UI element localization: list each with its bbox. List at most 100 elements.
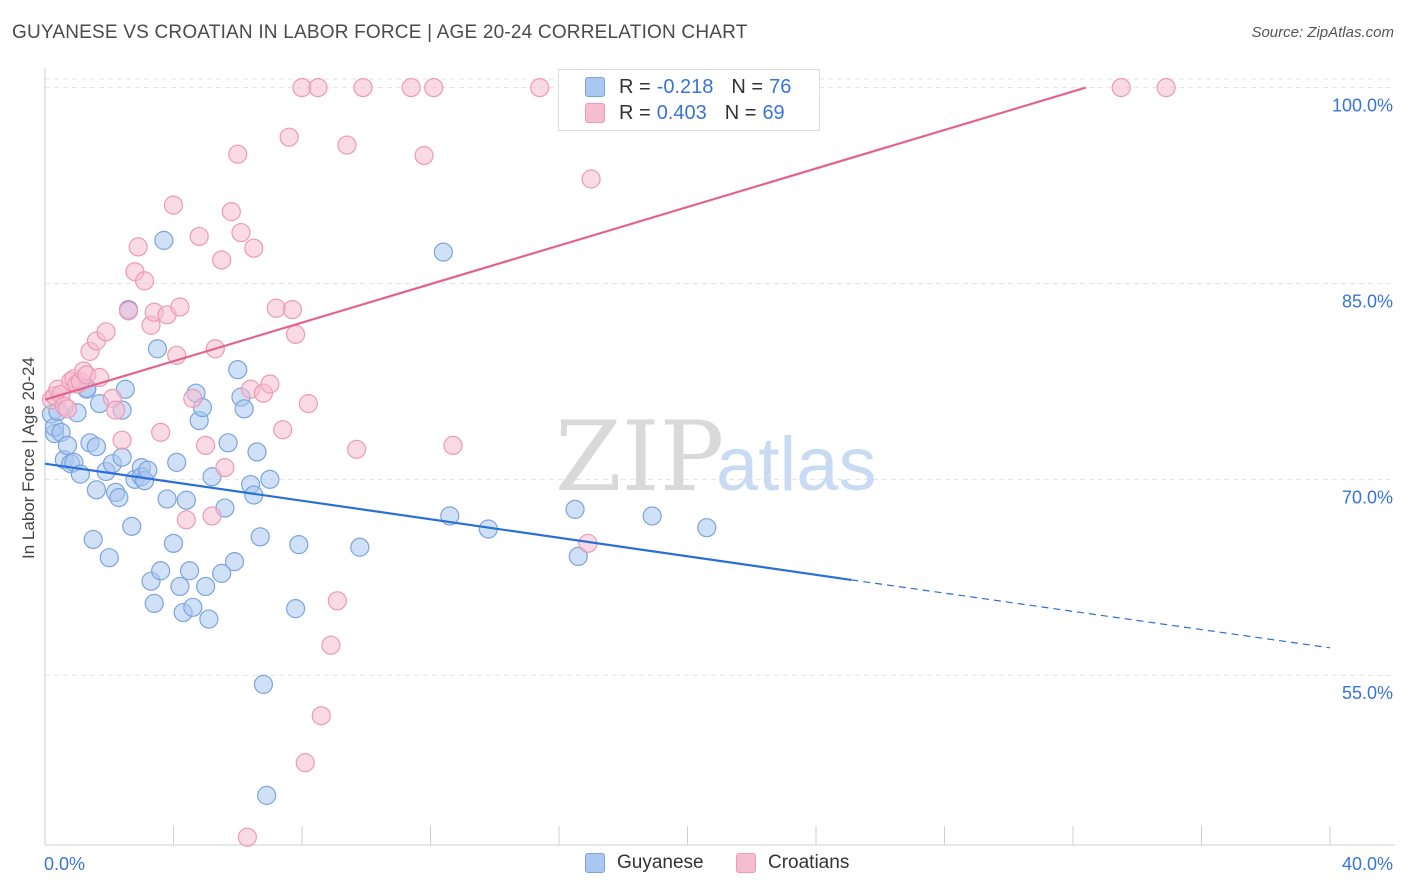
source-label: Source: ZipAtlas.com <box>1251 24 1394 41</box>
croatian-point <box>183 388 203 408</box>
croatian-point <box>215 458 235 478</box>
watermark-zip: ZIP <box>555 401 724 513</box>
croatian-point <box>221 202 241 222</box>
guyanese-point <box>86 437 107 457</box>
guyanese-point <box>170 576 190 597</box>
guyanese-point <box>167 452 187 472</box>
croatian-point <box>128 237 148 257</box>
croatian-point <box>308 77 328 98</box>
guyanese-point <box>154 230 174 250</box>
croatian-point <box>327 591 347 611</box>
croatian-point <box>295 753 315 773</box>
croatian-point <box>163 195 184 215</box>
croatian-point <box>212 250 232 270</box>
guyanese-point <box>565 499 585 519</box>
guyanese-point <box>122 516 142 536</box>
y-tick-label: 70.0% <box>1342 487 1393 507</box>
croatian-point <box>112 430 132 450</box>
croatian-point <box>134 271 155 291</box>
chart-title: GUYANESE VS CROATIAN IN LABOR FORCE | AG… <box>12 22 748 43</box>
croatian-points <box>41 77 1176 847</box>
x-tick-label: 0.0% <box>44 854 85 874</box>
guyanese-point <box>86 480 107 500</box>
guyanese-point <box>350 537 370 557</box>
croatian-point <box>151 422 171 442</box>
y-tick-label: 100.0% <box>1332 96 1393 116</box>
croatian-point <box>321 635 341 655</box>
guyanese-point <box>234 399 254 419</box>
guyanese-swatch <box>585 77 605 97</box>
croatian-point <box>292 77 312 98</box>
croatian-point <box>311 706 331 726</box>
croatian-point <box>231 222 251 243</box>
y-tick-label: 85.0% <box>1342 291 1393 311</box>
legend-label-croatians: Croatians <box>768 852 850 873</box>
guyanese-trend-extension <box>851 579 1331 649</box>
guyanese-point <box>260 469 280 489</box>
guyanese-point <box>212 563 232 583</box>
guyanese-point <box>568 546 588 567</box>
guyanese-point <box>183 597 203 617</box>
croatian-point <box>353 77 373 98</box>
r-label: R = <box>619 101 651 124</box>
croatian-point <box>237 827 257 847</box>
croatian-point <box>170 297 190 317</box>
guyanese-points <box>41 230 717 805</box>
n-label: N = <box>724 101 757 124</box>
legend-row-guyanese: R = -0.218 N = 76 <box>585 74 791 100</box>
y-tick-label: 55.0% <box>1342 683 1393 703</box>
axis-layer <box>44 68 1395 846</box>
legend-label-guyanese: Guyanese <box>617 852 704 873</box>
watermark: ZIP atlas <box>555 401 877 513</box>
legend-item-guyanese: Guyanese <box>585 852 704 874</box>
croatian-point <box>106 400 126 420</box>
guyanese-point <box>112 447 132 467</box>
legend-row-croatians: R = 0.403 N = 69 <box>585 100 785 126</box>
tick-labels: 55.0% 70.0% 85.0% 100.0% 0.0% 40.0% <box>44 96 1393 874</box>
guyanese-point <box>289 535 309 555</box>
legend-item-croatians: Croatians <box>736 852 849 874</box>
r-value-guyanese: -0.218 <box>656 75 714 98</box>
series-legend: Guyanese Croatians <box>0 852 1406 878</box>
croatian-point <box>228 144 248 164</box>
croatian-point <box>443 435 463 455</box>
r-label: R = <box>619 75 651 98</box>
croatian-point <box>1111 77 1131 98</box>
croatian-point <box>347 439 367 459</box>
y-axis-label: In Labor Force | Age 20-24 <box>19 357 38 559</box>
croatian-point <box>298 394 319 414</box>
guyanese-point <box>433 242 453 262</box>
croatian-point <box>414 145 434 166</box>
croatian-swatch <box>585 103 605 123</box>
guyanese-point <box>224 552 245 572</box>
guyanese-point <box>109 488 129 508</box>
guyanese-point <box>285 599 306 619</box>
correlation-legend: R = -0.218 N = 76 R = 0.403 N = 69 <box>558 69 820 131</box>
n-value-guyanese: 76 <box>769 75 792 98</box>
guyanese-point <box>250 527 270 547</box>
guyanese-point <box>247 442 267 462</box>
guyanese-point <box>228 360 248 380</box>
croatian-point <box>57 399 78 419</box>
croatian-point <box>196 435 216 455</box>
trend-lines <box>44 86 1331 649</box>
guyanese-trend-line <box>44 462 852 581</box>
croatian-point <box>424 77 444 98</box>
guyanese-point <box>179 561 200 581</box>
croatian-point <box>244 238 264 258</box>
guyanese-point <box>83 529 103 550</box>
guyanese-point <box>144 593 164 614</box>
croatian-point <box>581 169 601 189</box>
guyanese-point <box>642 506 662 526</box>
guyanese-point <box>151 561 171 581</box>
croatian-point <box>273 420 293 440</box>
croatian-point <box>176 510 196 530</box>
croatian-point <box>1156 77 1176 98</box>
croatian-point <box>279 127 299 147</box>
r-value-croatians: 0.403 <box>656 101 707 124</box>
croatian-point <box>96 322 116 342</box>
croatian-point <box>401 77 421 98</box>
croatian-point <box>118 301 139 321</box>
grid-layer <box>45 78 1395 676</box>
